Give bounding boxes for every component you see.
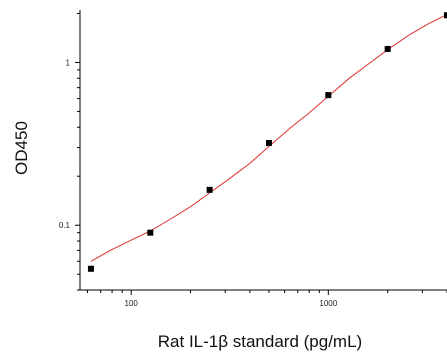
data-point (325, 92, 332, 99)
data-point (87, 265, 94, 272)
data-point (147, 229, 154, 236)
x-axis-label: Rat IL-1β standard (pg/mL) (157, 332, 363, 351)
data-point (206, 186, 213, 193)
data-points-layer (87, 12, 447, 272)
x-tick-label: 1000 (319, 299, 337, 308)
y-axis-label: OD450 (12, 121, 31, 175)
data-point (384, 45, 391, 52)
ticks-layer: 100 1000 0.1 1 (59, 12, 447, 308)
data-point (444, 12, 447, 19)
fit-curve (90, 14, 447, 262)
axes (79, 10, 447, 291)
data-point (265, 139, 272, 146)
x-tick-label: 100 (125, 299, 139, 308)
fit-curve-layer (90, 14, 447, 262)
y-tick-label: 1 (66, 58, 71, 67)
y-tick-label: 0.1 (59, 221, 71, 230)
